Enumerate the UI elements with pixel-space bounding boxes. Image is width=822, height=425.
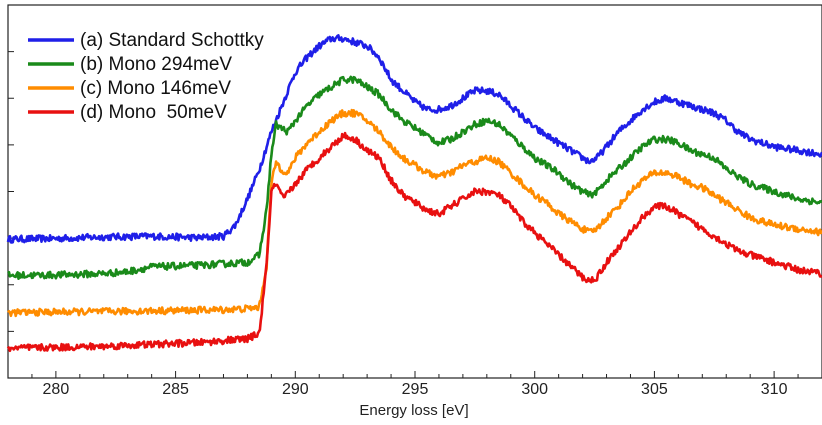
x-tick-label-300: 300	[521, 381, 548, 398]
legend-label-1: (a) Standard Schottky	[80, 30, 264, 51]
x-axis-label: Energy loss [eV]	[359, 402, 468, 419]
series-line-2	[7, 75, 822, 280]
series-line-4	[6, 131, 822, 353]
x-tick-label-290: 290	[282, 381, 309, 398]
legend-label-4: (d) Mono 50meV	[80, 102, 227, 123]
x-tick-label-295: 295	[402, 381, 429, 398]
legend-label-2: (b) Mono 294meV	[80, 54, 232, 75]
series-line-1	[6, 34, 822, 244]
series-layer	[6, 34, 822, 353]
legend-label-3: (c) Mono 146meV	[80, 78, 231, 99]
x-tick-label-285: 285	[162, 381, 189, 398]
x-axis: 280 285 290 295 300 305 310	[7, 371, 822, 398]
x-tick-label-280: 280	[43, 381, 70, 398]
legend: (a) Standard Schottky (b) Mono 294meV (c) …	[28, 30, 264, 123]
series-line-3	[7, 108, 822, 318]
x-tick-label-310: 310	[761, 381, 788, 398]
x-tick-label-305: 305	[641, 381, 668, 398]
y-axis-ticks	[8, 51, 14, 332]
